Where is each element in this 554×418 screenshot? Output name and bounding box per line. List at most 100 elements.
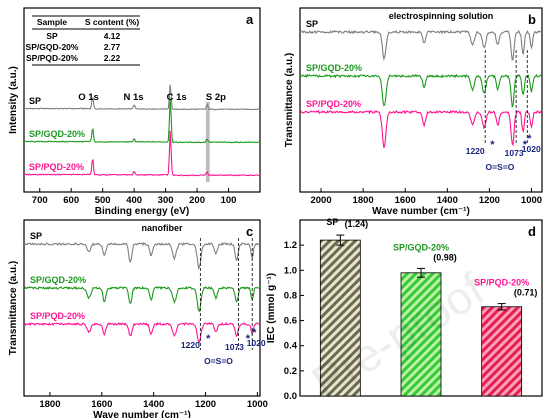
panel-d-category-label-sp-pqd-20: SP/PQD-20% [474,278,529,288]
panel-c-letter: c [246,224,253,239]
panel-c-title: nanofiber [141,223,182,233]
panel-a-peak-label-n1s: N 1s [123,92,143,103]
panel-a-xtick-label-300: 300 [158,195,174,206]
panel-a-s2p-band [205,102,210,182]
panel-d-iec-bar: 0.0 0.2 0.4 0.6 0.8 1.0 1.2 IEC (mmol g⁻¹) SP (1.… [266,217,543,402]
panel-a-peak-label-o1s: O 1s [78,92,99,103]
panel-b-xtick-label-1000: 1000 [521,195,542,206]
panel-b-xtick-label-1600: 1600 [395,195,416,206]
panel-d-value-label-sp-pqd-20: (0.71) [514,288,538,298]
panel-d-ytick-label-0: 0.0 [284,391,297,402]
panel-b-star-1220: * [490,139,495,151]
panel-a-series-label-sp-pqd-20: SP/PQD-20% [29,162,84,172]
panel-c-series-sp [23,241,261,271]
panel-a-series-sp [23,84,261,111]
panel-d-value-label-sp-gqd-20: (0.98) [433,252,457,262]
panel-b-series-sp-gqd-20 [299,73,543,108]
panel-b-xtick-label-1200: 1200 [479,195,500,206]
panel-b-annotation-1220: 1220 [466,146,485,156]
panel-a-table-value-sp: 4.12 [104,31,121,41]
panel-c-series-sp-pqd-20 [23,321,260,344]
panel-c-xtick-label-1200: 1200 [195,399,216,410]
panel-c-series-label-sp: SP [30,231,42,241]
panel-d-letter: d [528,224,536,239]
panel-a-table-value-sp-gqd-20: 2.77 [104,42,121,52]
panel-a-series-label-sp-gqd-20: SP/GQD-20% [29,129,85,139]
panel-d-value-label-sp: (1.24) [345,219,369,229]
panel-a-table-sample-sp-pqd-20: SP/PQD-20% [26,53,78,63]
panel-a-xtick-label-200: 200 [189,195,205,206]
panel-a-peak-label-s2p: S 2p [206,92,226,103]
panel-b-star-1020: * [527,133,532,145]
panel-b-annotation-1073: 1073 [505,148,524,158]
panel-a-xtick-label-500: 500 [95,195,111,206]
panel-b-xlabel: Wave number (cm⁻¹) [372,206,470,217]
panel-b-annotation-1020: 1020 [522,144,541,154]
panel-b-ftir-solution: 2000 1800 1600 1400 1200 1000 Wave number (cm⁻… [284,7,543,217]
panel-d-bar-sp-gqd-20 [400,272,442,397]
panel-a-table-sample-sp-gqd-20: SP/GQD-20% [26,42,79,52]
panel-c-frame [23,219,261,397]
panel-c-series-label-sp-gqd-20: SP/GQD-20% [30,275,86,285]
panel-d-ytick-label-1: 1.0 [284,265,297,276]
panel-c-series-sp-gqd-20 [23,285,261,313]
panel-b-series-sp [299,29,543,61]
panel-c-xlabel: Wave number (cm⁻¹) [93,410,191,418]
panel-a-series-sp-pqd-20 [23,130,261,177]
panel-c-annotation-oso: O=S=O [204,356,233,366]
panel-c-series-label-sp-pqd-20: SP/PQD-20% [30,311,85,321]
panel-c-ftir-nanofiber: 1800 1600 1400 1200 1000 Wave number (cm⁻¹) Tr… [8,219,268,418]
panel-d-bar-sp [319,239,361,397]
panel-d-ytick-label-0.2: 0.2 [284,366,297,377]
panel-b-star-1073: * [523,139,528,151]
panel-a-table-sample-sp: SP [46,31,58,41]
panel-b-title: electrospinning solution [389,11,494,21]
panel-a-table-value-sp-pqd-20: 2.22 [104,53,121,63]
panel-a-xps: 700 600 500 400 300 200 100 Binding energy (eV)… [8,7,261,217]
panel-a-xtick-label-400: 400 [126,195,142,206]
panel-c-annotation-1020: 1020 [247,338,266,348]
panel-c-xtick-label-1000: 1000 [247,399,268,410]
panel-c-ylabel: Transmittance (a.u.) [8,261,19,355]
panel-c-annotation-1220: 1220 [181,340,200,350]
panel-a-letter: a [246,12,254,27]
panel-a-series-label-sp: SP [29,96,41,106]
panel-c-xtick-label-1600: 1600 [91,399,112,410]
panel-d-category-label-sp-gqd-20: SP/GQD-20% [393,242,449,252]
panel-b-xtick-label-1800: 1800 [353,195,374,206]
panel-d-ytick-label-0.4: 0.4 [284,341,298,352]
panel-d-ytick-label-0.6: 0.6 [284,316,297,327]
panel-b-ylabel: Transmittance (a.u.) [284,53,295,147]
panel-b-series-sp-pqd-20 [299,109,543,148]
panel-b-xtick-label-2000: 2000 [310,195,331,206]
panel-d-ytick-label-1.2: 1.2 [284,240,297,251]
panel-b-series-label-sp-gqd-20: SP/GQD-20% [306,63,362,73]
panel-d-ytick-label-0.8: 0.8 [284,290,297,301]
panel-d-category-label-sp: SP [326,217,338,227]
panel-b-xtick-label-1400: 1400 [437,195,458,206]
panel-a-xtick-label-600: 600 [63,195,79,206]
panel-c-xtick-label-1800: 1800 [39,399,60,410]
panel-b-frame [299,7,543,193]
panel-c-xtick-label-1400: 1400 [143,399,164,410]
panel-b-letter: b [528,12,536,27]
panel-c-star-1220: * [206,333,211,345]
panel-a-frame [23,7,261,193]
panel-b-series-label-sp: SP [306,19,318,29]
panel-a-ylabel: Intensity (a.u.) [8,66,19,134]
panel-b-annotation-oso: O=S=O [485,162,514,172]
panel-c-star-1073: * [246,333,251,345]
panel-a-table-header-sample: Sample [37,17,68,27]
panel-c-annotation-1073: 1073 [225,342,244,352]
panel-a-xlabel: Binding energy (eV) [95,206,189,217]
panel-a-series-sp-gqd-20 [23,98,260,144]
panel-a-peak-label-c1s: C 1s [167,92,187,103]
panel-d-ylabel: IEC (mmol g⁻¹) [266,273,277,343]
panel-a-xtick-label-100: 100 [221,195,237,206]
panel-a-table-header-s-content: S content (%) [85,17,139,27]
panel-b-series-label-sp-pqd-20: SP/PQD-20% [306,99,361,109]
panel-c-star-1020: * [252,327,257,339]
panel-d-bar-sp-pqd-20 [481,306,523,397]
panel-a-xtick-label-700: 700 [32,195,48,206]
